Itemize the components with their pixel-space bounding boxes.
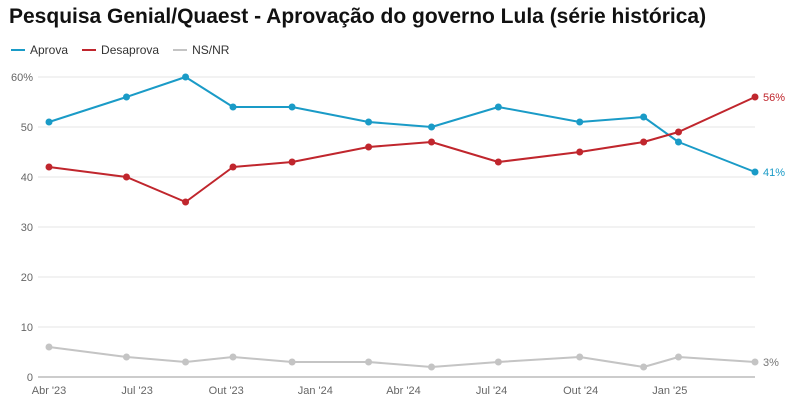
data-point-nsnr	[122, 353, 130, 361]
legend-swatch-nsnr	[173, 49, 188, 51]
data-point-desaprova	[751, 93, 759, 101]
legend-label-nsnr: NS/NR	[192, 43, 230, 57]
chart-title: Pesquisa Genial/Quaest - Aprovação do go…	[9, 5, 707, 28]
x-tick-label: Out '23	[209, 385, 244, 397]
x-tick-label: Jul '24	[476, 385, 507, 397]
data-point-nsnr	[229, 353, 237, 361]
data-point-nsnr	[640, 363, 648, 371]
legend: Aprova Desaprova NS/NR	[11, 43, 229, 57]
x-tick-label: Abr '24	[386, 385, 421, 397]
x-tick-label: Abr '23	[32, 385, 67, 397]
data-point-nsnr	[576, 353, 584, 361]
series-line-desaprova	[48, 96, 756, 203]
end-label-desaprova: 56%	[763, 92, 785, 104]
data-point-desaprova	[45, 163, 53, 171]
data-point-nsnr	[494, 358, 502, 366]
data-point-aprova	[122, 93, 130, 101]
data-point-desaprova	[182, 198, 190, 206]
data-point-aprova	[288, 103, 296, 111]
data-point-aprova	[674, 138, 682, 146]
data-point-nsnr	[365, 358, 373, 366]
data-point-nsnr	[288, 358, 296, 366]
y-tick-label: 40	[21, 172, 33, 184]
x-tick-label: Jan '24	[298, 385, 333, 397]
y-tick-label: 10	[21, 322, 33, 334]
data-point-aprova	[229, 103, 237, 111]
x-tick-label: Jan '25	[652, 385, 687, 397]
y-tick-label: 50	[21, 122, 33, 134]
legend-item-nsnr: NS/NR	[173, 43, 229, 57]
data-point-aprova	[576, 118, 584, 126]
data-point-nsnr	[428, 363, 436, 371]
data-point-aprova	[751, 168, 759, 176]
data-point-aprova	[494, 103, 502, 111]
legend-swatch-aprova	[11, 49, 25, 51]
series-line-nsnr	[48, 346, 756, 368]
legend-label-aprova: Aprova	[30, 43, 69, 57]
data-point-desaprova	[576, 148, 584, 156]
data-point-desaprova	[122, 173, 130, 181]
data-point-aprova	[365, 118, 373, 126]
data-point-desaprova	[674, 128, 682, 136]
data-point-aprova	[428, 123, 436, 131]
legend-label-desaprova: Desaprova	[101, 43, 160, 57]
data-point-desaprova	[428, 138, 436, 146]
y-tick-label: 20	[21, 272, 33, 284]
data-point-aprova	[45, 118, 53, 126]
series-line-aprova	[48, 76, 756, 173]
data-point-desaprova	[494, 158, 502, 166]
y-tick-label: 0	[27, 372, 33, 384]
end-label-aprova: 41%	[763, 167, 785, 179]
legend-swatch-desaprova	[82, 49, 97, 51]
data-point-nsnr	[674, 353, 682, 361]
data-point-nsnr	[751, 358, 759, 366]
data-point-desaprova	[365, 143, 373, 151]
y-tick-label: 30	[21, 222, 33, 234]
y-tick-label: 60%	[11, 72, 33, 84]
data-point-aprova	[182, 73, 190, 81]
x-tick-label: Jul '23	[121, 385, 152, 397]
legend-item-desaprova: Desaprova	[82, 43, 159, 57]
data-point-aprova	[640, 113, 648, 121]
data-point-desaprova	[229, 163, 237, 171]
data-point-nsnr	[45, 343, 53, 351]
end-label-nsnr: 3%	[763, 357, 779, 369]
data-point-desaprova	[640, 138, 648, 146]
data-point-nsnr	[182, 358, 190, 366]
x-tick-label: Out '24	[563, 385, 598, 397]
data-point-desaprova	[288, 158, 296, 166]
legend-item-aprova: Aprova	[11, 43, 68, 57]
